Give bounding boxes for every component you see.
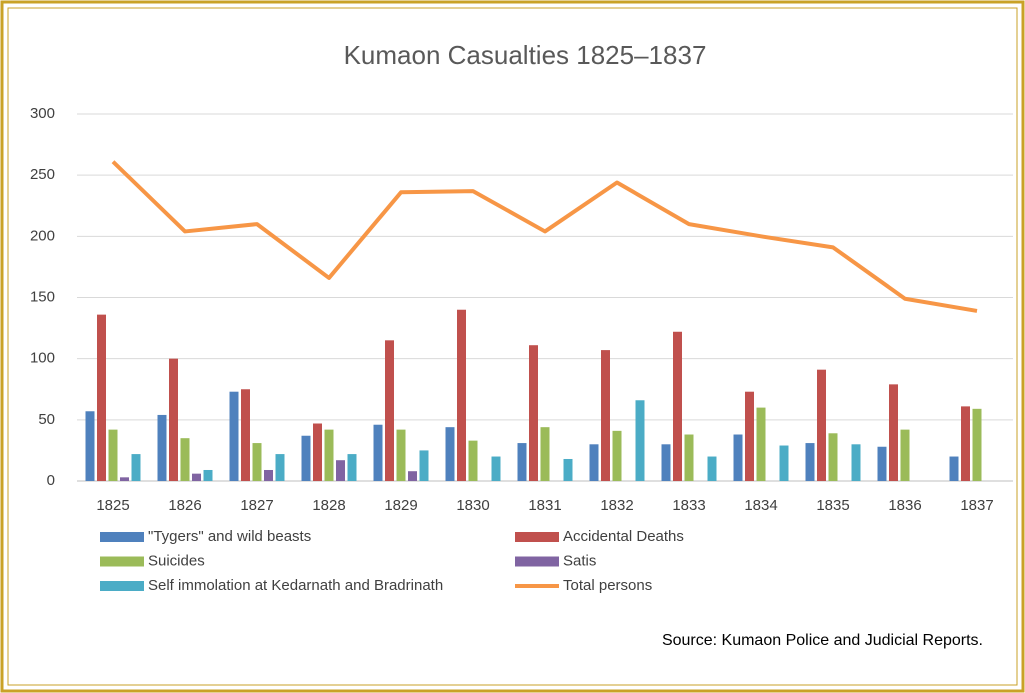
bar: [192, 473, 201, 481]
y-tick-label: 200: [30, 227, 55, 244]
bar: [949, 456, 959, 481]
bar: [745, 391, 754, 481]
bar: [120, 477, 129, 481]
legend-label: Suicides: [148, 552, 205, 569]
x-tick-label: 1834: [744, 497, 777, 514]
bar: [419, 450, 429, 481]
x-tick-label: 1832: [600, 497, 633, 514]
bar: [203, 469, 213, 481]
bar: [347, 454, 357, 481]
bar: [97, 314, 106, 481]
bar: [517, 443, 527, 481]
bar: [491, 456, 501, 481]
bar: [889, 384, 898, 481]
legend-swatch: [100, 556, 144, 567]
bar: [972, 408, 982, 481]
line: [111, 160, 978, 313]
bar: [85, 411, 95, 481]
bar: [673, 331, 682, 481]
bar: [336, 460, 345, 481]
bar: [468, 440, 478, 481]
bar: [805, 443, 815, 481]
y-tick-label: 300: [30, 105, 55, 122]
y-tick-label: 0: [47, 472, 55, 489]
bar: [264, 469, 273, 481]
bar: [445, 427, 455, 481]
bar: [851, 444, 861, 481]
legend-swatch: [100, 581, 144, 591]
bar: [457, 309, 466, 481]
x-tick-label: 1833: [672, 497, 705, 514]
legend-swatch: [100, 532, 144, 542]
bar: [828, 433, 838, 481]
bar: [229, 391, 239, 481]
bar: [756, 407, 766, 481]
bar: [733, 434, 743, 481]
legend-label: Self immolation at Kedarnath and Bradrin…: [148, 577, 443, 594]
bar: [877, 446, 887, 481]
bar: [589, 444, 599, 481]
bar: [529, 345, 538, 481]
bar: [180, 438, 190, 481]
bar: [385, 340, 394, 481]
bar: [131, 454, 141, 481]
x-tick-label: 1828: [312, 497, 345, 514]
y-tick-label: 50: [38, 411, 55, 428]
bar: [252, 443, 262, 481]
bar: [612, 430, 622, 481]
legend-label: Accidental Deaths: [563, 528, 684, 545]
x-tick-label: 1830: [456, 497, 489, 514]
y-tick-label: 250: [30, 166, 55, 183]
bar: [275, 454, 285, 481]
bar: [408, 471, 417, 481]
bar: [817, 369, 826, 481]
x-tick-label: 1829: [384, 497, 417, 514]
x-tick-label: 1827: [240, 497, 273, 514]
bar: [707, 456, 717, 481]
frame-inner: [7, 7, 1018, 686]
bar: [157, 414, 167, 481]
x-tick-label: 1837: [960, 497, 993, 514]
x-tick-label: 1826: [168, 497, 201, 514]
bar: [540, 427, 550, 481]
bar: [635, 400, 645, 481]
x-tick-label: 1835: [816, 497, 849, 514]
bar: [301, 435, 311, 481]
chart-title: Kumaon Casualties 1825–1837: [344, 40, 707, 70]
bar: [563, 458, 573, 481]
x-tick-label: 1836: [888, 497, 921, 514]
bar: [373, 424, 383, 481]
legend-label: Total persons: [563, 577, 652, 594]
bar: [779, 445, 789, 481]
bar: [169, 358, 178, 481]
bar: [684, 434, 694, 481]
y-tick-label: 100: [30, 350, 55, 367]
bar: [661, 444, 671, 481]
y-tick-label: 150: [30, 288, 55, 305]
bar: [396, 429, 406, 481]
bar: [324, 429, 334, 481]
legend-swatch: [515, 532, 559, 542]
bar: [108, 429, 118, 481]
bar: [961, 406, 970, 481]
source-note: Source: Kumaon Police and Judicial Repor…: [662, 632, 983, 649]
bar: [601, 350, 610, 481]
bar: [241, 389, 250, 481]
legend-label: "Tygers" and wild beasts: [148, 528, 311, 545]
bar: [900, 429, 910, 481]
bar: [313, 423, 322, 481]
legend-swatch: [515, 556, 559, 567]
legend-label: Satis: [563, 552, 596, 569]
x-tick-label: 1831: [528, 497, 561, 514]
x-tick-label: 1825: [96, 497, 129, 514]
